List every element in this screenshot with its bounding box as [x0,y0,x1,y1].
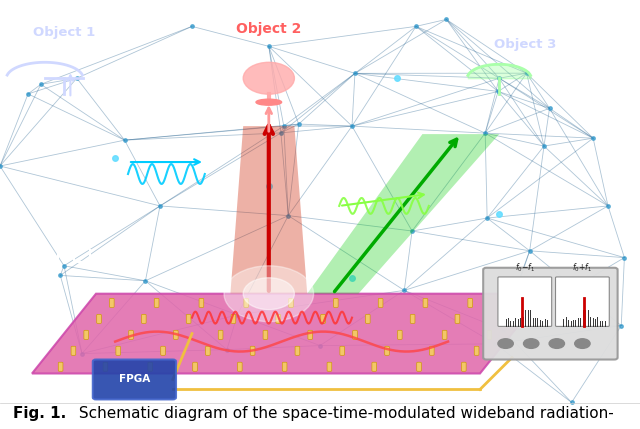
FancyBboxPatch shape [423,299,428,308]
FancyBboxPatch shape [429,346,434,355]
Text: $f_0$$+$$f_1$: $f_0$$+$$f_1$ [572,261,593,274]
FancyBboxPatch shape [340,346,344,355]
FancyBboxPatch shape [327,362,332,371]
FancyBboxPatch shape [365,314,370,323]
FancyBboxPatch shape [250,346,255,355]
FancyBboxPatch shape [97,314,101,323]
Circle shape [243,62,294,94]
Text: FPGA: FPGA [119,375,150,384]
Text: Object 2: Object 2 [236,22,301,36]
Text: Fig. 1.: Fig. 1. [13,406,66,421]
FancyBboxPatch shape [103,362,108,371]
FancyBboxPatch shape [71,346,76,355]
Circle shape [524,339,539,348]
Text: Object 1: Object 1 [33,27,95,39]
FancyBboxPatch shape [205,346,210,355]
FancyBboxPatch shape [308,330,312,339]
Polygon shape [32,294,544,374]
Polygon shape [230,126,307,294]
FancyBboxPatch shape [282,362,287,371]
Text: Object 3: Object 3 [493,38,556,51]
FancyBboxPatch shape [385,346,389,355]
Text: Schematic diagram of the space-time-modulated wideband radiation-: Schematic diagram of the space-time-modu… [74,406,613,421]
Circle shape [549,339,564,348]
Text: $f_0$$-$$f_1$: $f_0$$-$$f_1$ [515,261,535,274]
FancyBboxPatch shape [417,362,421,371]
Circle shape [224,266,314,322]
FancyBboxPatch shape [129,330,133,339]
FancyBboxPatch shape [455,314,460,323]
FancyBboxPatch shape [498,277,552,326]
FancyBboxPatch shape [410,314,415,323]
FancyBboxPatch shape [289,299,293,308]
FancyBboxPatch shape [244,299,248,308]
FancyBboxPatch shape [442,330,447,339]
FancyBboxPatch shape [513,299,517,308]
FancyBboxPatch shape [487,330,492,339]
Circle shape [243,278,294,310]
FancyBboxPatch shape [321,314,325,323]
FancyBboxPatch shape [148,362,152,371]
FancyBboxPatch shape [483,268,618,360]
FancyBboxPatch shape [372,362,376,371]
FancyBboxPatch shape [468,299,472,308]
FancyBboxPatch shape [556,277,609,326]
Circle shape [575,339,590,348]
FancyBboxPatch shape [161,346,165,355]
FancyBboxPatch shape [263,330,268,339]
FancyBboxPatch shape [231,314,236,323]
FancyBboxPatch shape [237,362,242,371]
FancyBboxPatch shape [58,362,63,371]
FancyBboxPatch shape [116,346,120,355]
FancyBboxPatch shape [173,330,178,339]
FancyBboxPatch shape [397,330,402,339]
FancyBboxPatch shape [109,299,114,308]
FancyBboxPatch shape [353,330,357,339]
Polygon shape [307,134,499,294]
Circle shape [498,339,513,348]
FancyBboxPatch shape [218,330,223,339]
FancyBboxPatch shape [333,299,338,308]
FancyBboxPatch shape [378,299,383,308]
FancyBboxPatch shape [474,346,479,355]
FancyBboxPatch shape [186,314,191,323]
FancyBboxPatch shape [500,314,504,323]
FancyBboxPatch shape [276,314,280,323]
FancyBboxPatch shape [154,299,159,308]
FancyBboxPatch shape [93,360,176,399]
FancyBboxPatch shape [193,362,197,371]
FancyBboxPatch shape [461,362,466,371]
FancyBboxPatch shape [295,346,300,355]
Text: 1 0 1 0 1 0: 1 0 1 0 1 0 [26,233,90,243]
FancyBboxPatch shape [84,330,88,339]
FancyBboxPatch shape [199,299,204,308]
FancyBboxPatch shape [141,314,146,323]
Ellipse shape [256,99,282,105]
